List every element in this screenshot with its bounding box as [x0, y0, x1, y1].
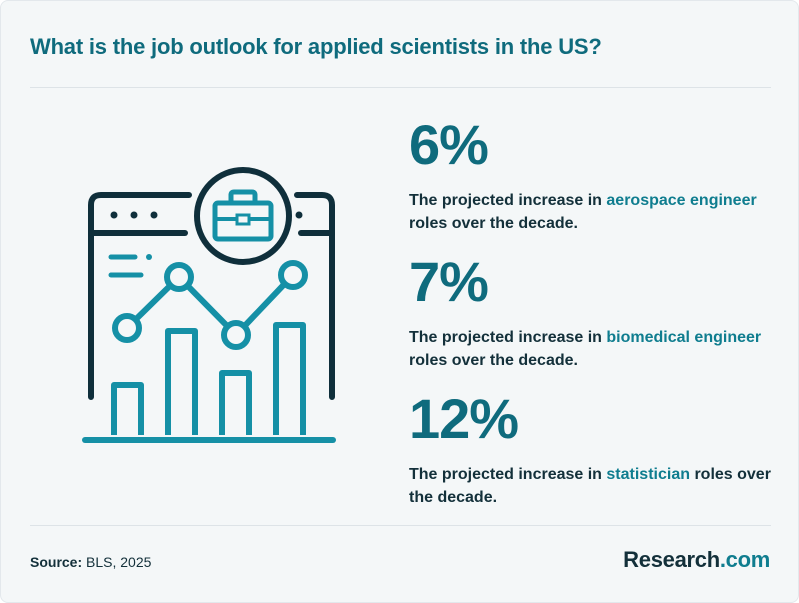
page-title: What is the job outlook for applied scie…	[30, 34, 602, 59]
stat-value: 6%	[409, 113, 489, 176]
trend-point	[221, 320, 251, 350]
window-dot	[295, 211, 303, 219]
source-text: BLS, 2025	[82, 554, 152, 570]
browser-window-frame	[88, 192, 192, 400]
window-dot	[110, 211, 118, 219]
stat-highlight: biomedical engineer	[606, 329, 762, 346]
stat-description: The projected increase in aerospace engi…	[409, 189, 779, 235]
stat-desc-suffix: roles over the decade.	[409, 215, 578, 232]
trend-point	[278, 260, 308, 290]
brand-name: Research	[623, 547, 720, 572]
stat-desc-prefix: The projected increase in	[409, 329, 607, 346]
stat-biomedical: 7% The projected increase in biomedical …	[409, 254, 779, 372]
stat-desc-suffix: roles over the decade.	[409, 352, 578, 369]
bottom-divider	[30, 525, 771, 526]
trend-point	[164, 262, 194, 292]
source-note: Source: BLS, 2025	[30, 554, 151, 570]
brand-suffix: .com	[719, 547, 770, 572]
bar	[111, 382, 144, 435]
window-dot	[130, 211, 138, 219]
browser-window-frame-right	[294, 192, 335, 400]
stat-highlight: aerospace engineer	[606, 192, 757, 209]
stat-value: 12%	[409, 387, 519, 450]
bar	[273, 322, 306, 435]
trend-point	[112, 313, 142, 343]
text-dot	[146, 254, 152, 260]
stat-value: 7%	[409, 250, 489, 313]
bar	[219, 370, 252, 435]
top-divider	[30, 87, 771, 88]
stat-highlight: statistician	[606, 466, 690, 483]
browser-chart-briefcase-icon	[82, 167, 336, 443]
bar	[165, 328, 198, 435]
stat-description: The projected increase in biomedical eng…	[409, 326, 779, 372]
trend-line	[124, 272, 296, 338]
stat-statistician: 12% The projected increase in statistici…	[409, 391, 779, 509]
source-label: Source:	[30, 554, 83, 570]
stat-desc-suffix: roles over the decade.	[409, 466, 771, 506]
stat-aerospace: 6% The projected increase in aerospace e…	[409, 117, 779, 235]
briefcase-icon	[212, 189, 274, 242]
stat-description: The projected increase in statistician r…	[409, 463, 779, 509]
brand-logo: Research.com	[623, 547, 770, 573]
stat-desc-prefix: The projected increase in	[409, 192, 607, 209]
stat-desc-prefix: The projected increase in	[409, 466, 607, 483]
window-dot	[150, 211, 158, 219]
